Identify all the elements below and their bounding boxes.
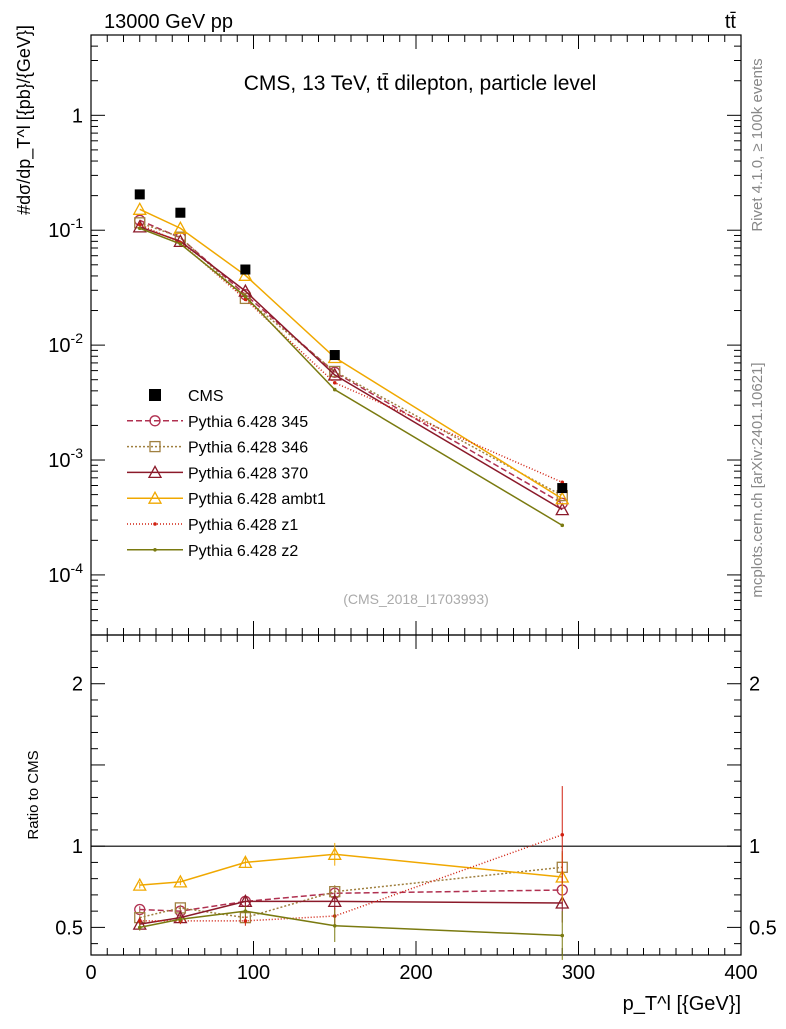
series-point — [137, 222, 142, 227]
series-point — [239, 292, 252, 305]
ratio-point — [560, 933, 565, 938]
header-right: tt̄ — [725, 11, 737, 33]
legend-label-data: CMS — [188, 388, 224, 405]
ratio-point — [555, 895, 570, 909]
chart-title: CMS, 13 TeV, tt̄ dilepton, particle leve… — [244, 72, 597, 95]
ratio-point — [560, 832, 565, 837]
legend-marker — [147, 465, 163, 479]
ratio-point — [178, 917, 183, 922]
legend: CMS Pythia 6.428 345 Pythia 6.428 346 Pythi… — [127, 388, 326, 560]
x-tick-labels: 0 100 200 300 400 — [85, 962, 757, 984]
x-tick-label: 400 — [724, 962, 757, 984]
ratio-line — [139, 853, 563, 886]
x-tick-label: 100 — [237, 962, 270, 984]
series-point — [329, 365, 341, 378]
series-point — [332, 380, 337, 385]
y-tick-label: 10-4 — [48, 560, 83, 587]
legend-marker — [153, 522, 157, 526]
ratio-point — [137, 919, 142, 923]
data-point — [175, 207, 186, 218]
legend-label: Pythia 6.428 z2 — [188, 543, 298, 560]
ratio-tick-label-right: 1 — [749, 836, 760, 858]
ratio-series-group — [132, 786, 570, 960]
legend-label: Pythia 6.428 z1 — [188, 517, 298, 534]
ratio-point — [327, 894, 342, 908]
y-tick-label: 10-2 — [48, 330, 83, 357]
y-tick-label: 10-1 — [48, 215, 83, 242]
series-point — [238, 267, 253, 281]
series-line — [139, 208, 563, 500]
x-tick-label: 0 — [85, 962, 96, 984]
data-point — [557, 483, 568, 494]
ratio-tick-label: 1 — [72, 836, 83, 858]
ratio-y-ticks — [91, 650, 741, 945]
legend-marker-data — [149, 389, 161, 401]
series-point — [560, 523, 565, 528]
ratio-point — [332, 923, 337, 928]
series-point — [173, 233, 188, 247]
ratio-point — [243, 919, 248, 923]
series-line — [139, 226, 563, 511]
legend-marker — [153, 548, 157, 552]
data-point — [134, 189, 145, 200]
legend-marker — [147, 490, 163, 504]
ratio-point — [132, 877, 147, 891]
series-point — [178, 242, 183, 246]
ratio-line — [139, 910, 563, 937]
main-series-group — [132, 201, 570, 528]
y-tick-label: 10-3 — [48, 445, 83, 472]
main-y-ticks — [91, 34, 741, 636]
series-point — [243, 294, 248, 299]
series-point — [555, 502, 570, 516]
series-point — [173, 220, 188, 234]
series-point — [137, 226, 142, 231]
series-point — [555, 491, 570, 505]
ratio-line — [139, 889, 563, 912]
ratio-point — [243, 909, 248, 913]
ratio-line — [139, 866, 563, 919]
legend-marker — [149, 415, 161, 427]
data-points-group — [134, 189, 568, 494]
legend-label: Pythia 6.428 345 — [188, 414, 308, 431]
series-point — [132, 201, 147, 215]
analysis-id: (CMS_2018_I1703993) — [343, 591, 489, 607]
data-point — [329, 350, 340, 361]
series-point — [332, 387, 337, 392]
series-point — [327, 367, 342, 381]
ratio-tick-label: 2 — [72, 674, 83, 696]
header-left: 13000 GeV pp — [104, 11, 233, 33]
ratio-tick-label-right: 0.5 — [749, 917, 777, 939]
mcplots-label: mcplots.cern.ch [arXiv:2401.10621] — [749, 362, 766, 597]
ratio-point — [137, 925, 142, 930]
legend-label: Pythia 6.428 ambt1 — [188, 491, 326, 508]
ratio-point — [173, 874, 188, 888]
rivet-label: Rivet 4.1.0, ≥ 100k events — [749, 58, 766, 231]
legend-label: Pythia 6.428 370 — [188, 465, 308, 482]
ratio-point — [238, 855, 253, 869]
main-y-tick-labels: 1 10-1 10-2 10-3 10-4 — [48, 105, 83, 587]
legend-marker — [149, 440, 161, 453]
x-tick-label: 300 — [562, 962, 595, 984]
data-point — [240, 264, 251, 275]
y-axis-label: #dσ/dp_T^l [{pb}/{GeV}] — [14, 25, 35, 215]
ratio-panel-frame — [90, 634, 742, 956]
legend-label: Pythia 6.428 346 — [188, 440, 308, 457]
x-ticks — [90, 35, 742, 955]
x-axis-label: p_T^l [{GeV}] — [623, 993, 741, 1015]
ratio-tick-label-right: 2 — [749, 674, 760, 696]
ratio-tick-label: 0.5 — [55, 917, 83, 939]
ratio-axis-label: Ratio to CMS — [25, 750, 42, 839]
ratio-point — [327, 846, 342, 860]
y-tick-label: 1 — [72, 105, 83, 127]
ratio-y-tick-labels: 0.5 0.5 1 1 2 2 — [55, 674, 777, 940]
x-tick-label: 200 — [399, 962, 432, 984]
